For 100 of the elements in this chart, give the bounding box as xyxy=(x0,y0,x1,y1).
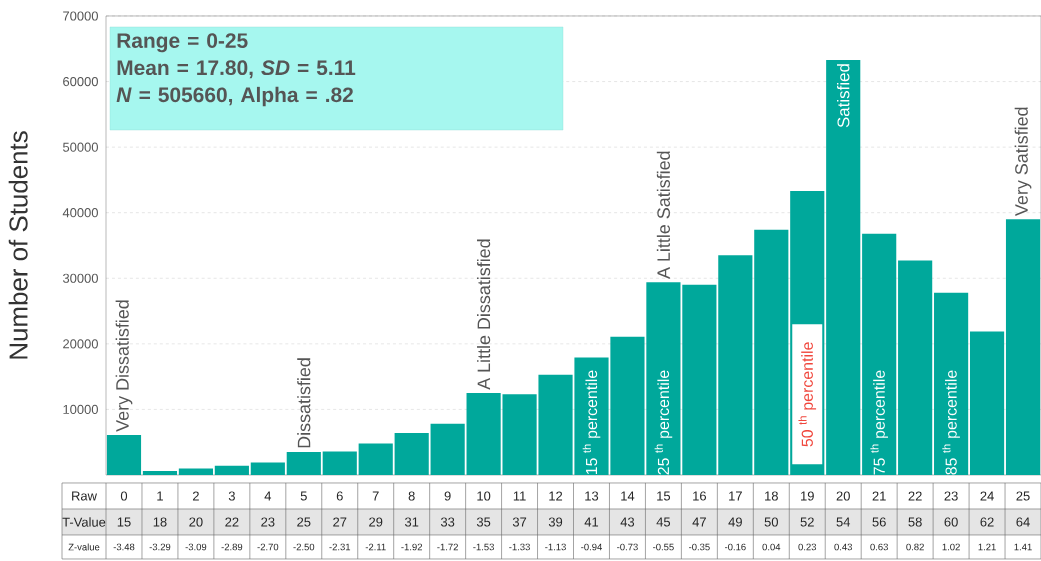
text: 1.41 xyxy=(1014,543,1032,551)
bar xyxy=(322,451,357,475)
text: 0.23 xyxy=(798,543,817,551)
text: 1.02 xyxy=(942,543,960,551)
text: Raw xyxy=(72,491,97,501)
y-axis-title: Number of Students xyxy=(8,131,28,359)
text: 39 xyxy=(548,517,563,527)
bar xyxy=(754,229,789,475)
text: 45 xyxy=(656,517,671,527)
text: -2.31 xyxy=(329,543,351,551)
x-tick-label: 20 xyxy=(836,491,850,501)
x-tick-label: 24 xyxy=(980,491,994,501)
text: 15 xyxy=(117,517,131,527)
text: 47 xyxy=(692,517,706,527)
text: 62 xyxy=(980,517,994,527)
annotation: 15 $^{th}$ percentile xyxy=(582,370,601,475)
x-tick-label: 5 xyxy=(300,491,307,501)
text: -0.35 xyxy=(689,543,710,551)
y-tick-label: 70000 xyxy=(63,11,98,21)
bar xyxy=(1005,219,1041,475)
text: 58 xyxy=(908,517,922,527)
bar xyxy=(214,465,249,475)
x-tick-label: 25 xyxy=(1016,491,1030,501)
text: 35 xyxy=(476,517,491,527)
text: 41 xyxy=(584,517,599,527)
bar xyxy=(286,452,321,475)
x-tick-label: 0 xyxy=(120,491,128,501)
x-tick-label: 19 xyxy=(801,491,814,501)
bar xyxy=(106,434,142,475)
x-tick-label: 15 xyxy=(657,491,671,501)
text: Z-value xyxy=(68,543,100,551)
text: 52 xyxy=(800,517,814,527)
text: 56 xyxy=(872,517,886,527)
x-tick-label: 11 xyxy=(513,491,526,501)
x-tick-label: 22 xyxy=(908,491,922,501)
text: -0.16 xyxy=(724,543,746,551)
text: -3.09 xyxy=(185,543,207,551)
y-tick-label: 40000 xyxy=(62,208,98,218)
text: 22 xyxy=(225,517,239,527)
x-tick-label: 10 xyxy=(477,491,491,501)
y-tick-label: 30000 xyxy=(62,273,98,283)
text: 0.63 xyxy=(870,543,888,551)
x-tick-label: 21 xyxy=(872,491,886,501)
y-tick-label: 10000 xyxy=(63,404,98,414)
text: -2.11 xyxy=(365,543,386,551)
text: 27 xyxy=(333,517,347,527)
text: 37 xyxy=(512,517,527,527)
text: 18 xyxy=(153,517,167,527)
annotation: Range = 0-25 xyxy=(117,33,248,53)
text: 20 xyxy=(189,517,203,527)
annotation: A Little Satisfied xyxy=(656,151,670,279)
x-tick-label: 18 xyxy=(765,491,778,501)
x-tick-label: 8 xyxy=(408,491,415,501)
text: -1.92 xyxy=(401,543,422,551)
y-tick-label: 20000 xyxy=(63,339,98,349)
text: -1.33 xyxy=(509,543,530,551)
bar xyxy=(862,233,897,475)
x-tick-label: 17 xyxy=(729,491,742,501)
text: -1.53 xyxy=(473,543,494,551)
x-tick-label: 14 xyxy=(621,491,635,501)
annotation: Very Dissatisfied xyxy=(115,300,133,432)
bar xyxy=(178,468,213,475)
text: 50 xyxy=(764,517,778,527)
text: -3.48 xyxy=(113,543,135,551)
annotation: 85 $^{th}$ percentile xyxy=(942,370,960,475)
text: 64 xyxy=(1016,517,1030,527)
bar xyxy=(826,59,861,475)
text: 60 xyxy=(944,517,958,527)
x-tick-label: 4 xyxy=(264,491,272,501)
x-tick-label: 2 xyxy=(192,491,199,501)
bar xyxy=(898,260,933,475)
x-tick-label: 13 xyxy=(585,491,599,501)
text: 1.21 xyxy=(978,543,996,551)
text: T-Value xyxy=(62,517,106,527)
x-tick-label: 16 xyxy=(693,491,707,501)
text: -2.89 xyxy=(221,543,243,551)
text: 25 xyxy=(297,517,311,527)
text: 54 xyxy=(836,517,851,527)
annotation: 50 $^{th}$ percentile xyxy=(798,342,817,447)
bar xyxy=(934,292,969,475)
annotation: Dissatisfied xyxy=(297,358,311,448)
text: -2.50 xyxy=(293,543,315,551)
bar xyxy=(682,284,717,475)
text: 0.43 xyxy=(834,543,852,551)
x-tick-label: 23 xyxy=(944,491,958,501)
bar xyxy=(969,331,1005,475)
text: 23 xyxy=(261,517,275,527)
text: 43 xyxy=(620,517,635,527)
x-tick-label: 6 xyxy=(336,491,343,501)
bar xyxy=(430,423,465,475)
annotation: N = 505660, Alpha = .82 xyxy=(116,86,353,107)
x-tick-label: 3 xyxy=(228,491,235,501)
text: 0.04 xyxy=(762,543,781,551)
x-tick-label: 12 xyxy=(549,491,563,501)
text: -0.94 xyxy=(581,543,602,551)
annotation: 25 $^{th}$ percentile xyxy=(654,370,673,475)
x-tick-label: 1 xyxy=(157,491,163,501)
text: 31 xyxy=(404,517,419,527)
text: -1.13 xyxy=(545,543,566,551)
y-tick-label: 60000 xyxy=(63,76,98,87)
